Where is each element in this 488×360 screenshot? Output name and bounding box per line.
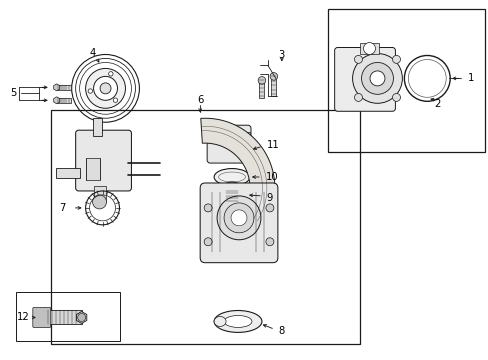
Ellipse shape	[224, 315, 251, 328]
Polygon shape	[201, 118, 274, 225]
Bar	[92, 118, 102, 136]
Text: 5: 5	[10, 88, 16, 98]
Circle shape	[100, 83, 111, 94]
Circle shape	[223, 186, 240, 203]
Circle shape	[230, 210, 246, 226]
FancyBboxPatch shape	[334, 48, 395, 111]
Text: 11: 11	[266, 140, 279, 150]
Bar	[244, 132, 249, 156]
Text: 1: 1	[467, 73, 473, 84]
Circle shape	[93, 76, 117, 100]
Ellipse shape	[214, 316, 225, 327]
Bar	[44, 310, 81, 324]
Bar	[271, 75, 276, 96]
Circle shape	[352, 54, 402, 103]
Circle shape	[354, 94, 362, 102]
Bar	[93, 186, 105, 202]
Circle shape	[265, 204, 273, 212]
Circle shape	[219, 182, 244, 208]
Text: 12: 12	[17, 312, 29, 323]
Circle shape	[258, 77, 265, 84]
Circle shape	[361, 62, 393, 94]
Bar	[359, 42, 379, 54]
Text: 2: 2	[433, 99, 440, 109]
Text: 9: 9	[266, 193, 272, 203]
FancyBboxPatch shape	[207, 125, 250, 163]
Circle shape	[354, 55, 362, 63]
Polygon shape	[76, 311, 87, 323]
Circle shape	[369, 71, 384, 86]
Circle shape	[392, 94, 400, 102]
Circle shape	[78, 314, 85, 321]
Text: 4: 4	[89, 49, 96, 58]
Ellipse shape	[214, 168, 249, 185]
Circle shape	[92, 195, 106, 209]
Text: 10: 10	[265, 172, 278, 182]
Circle shape	[265, 238, 273, 246]
Bar	[85, 158, 100, 180]
Circle shape	[85, 68, 125, 108]
Bar	[259, 78, 264, 98]
Circle shape	[203, 204, 212, 212]
Bar	[57, 98, 71, 103]
Circle shape	[224, 203, 253, 233]
Text: 3: 3	[278, 50, 285, 60]
Text: 6: 6	[197, 95, 203, 105]
Polygon shape	[54, 84, 60, 91]
Ellipse shape	[214, 310, 262, 332]
Circle shape	[203, 238, 212, 246]
Text: 7: 7	[60, 203, 66, 213]
Circle shape	[269, 73, 277, 80]
Bar	[327, 9, 484, 152]
Circle shape	[363, 42, 375, 54]
Bar	[56, 168, 80, 178]
Bar	[51, 110, 359, 345]
Circle shape	[88, 89, 92, 93]
Circle shape	[113, 98, 118, 102]
Circle shape	[229, 188, 234, 193]
Text: 8: 8	[278, 327, 285, 336]
FancyBboxPatch shape	[200, 183, 277, 263]
Circle shape	[215, 129, 228, 141]
Circle shape	[212, 125, 232, 145]
Circle shape	[108, 72, 113, 76]
Polygon shape	[54, 97, 60, 104]
Bar	[16, 292, 120, 341]
Circle shape	[392, 55, 400, 63]
FancyBboxPatch shape	[76, 130, 131, 191]
Circle shape	[217, 196, 261, 240]
FancyBboxPatch shape	[33, 307, 51, 328]
Bar	[57, 85, 71, 90]
